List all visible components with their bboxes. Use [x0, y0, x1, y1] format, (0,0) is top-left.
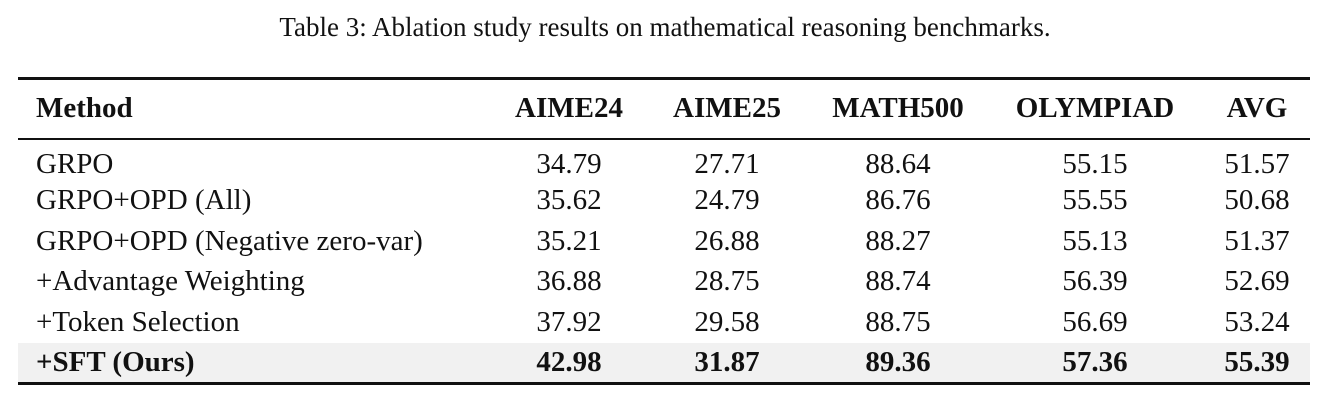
method-cell: GRPO+OPD (All): [36, 184, 252, 217]
table-row-highlighted: +SFT (Ours) 42.98 31.87 89.36 57.36 55.3…: [18, 342, 1310, 385]
table-row: GRPO+OPD (All) 35.62 24.79 86.76 55.55 5…: [18, 181, 1310, 222]
olympiad-cell: 56.69: [1062, 305, 1128, 338]
table-caption: Table 3: Ablation study results on mathe…: [279, 12, 1051, 42]
aime24-cell: 42.98: [494, 342, 644, 385]
olympiad-cell: 55.13: [1062, 224, 1128, 257]
column-header-method: Method: [36, 92, 133, 125]
aime24-cell: 35.21: [536, 224, 602, 257]
olympiad-cell: 55.55: [1062, 184, 1128, 217]
math500-cell: 86.76: [865, 184, 931, 217]
math500-cell: 88.75: [865, 305, 931, 338]
olympiad-cell: 57.36: [986, 342, 1204, 385]
table-row: GRPO 34.79 27.71 88.64 55.15 51.57: [18, 139, 1310, 181]
math500-cell: 88.74: [865, 265, 931, 298]
avg-cell: 55.39: [1204, 342, 1310, 385]
avg-cell: 53.24: [1224, 305, 1290, 338]
table-row: GRPO+OPD (Negative zero-var) 35.21 26.88…: [18, 221, 1310, 262]
math500-cell: 88.27: [865, 224, 931, 257]
aime24-cell: 34.79: [536, 147, 602, 180]
aime24-cell: 35.62: [536, 184, 602, 217]
aime24-cell: 37.92: [536, 305, 602, 338]
column-header-math500: MATH500: [832, 92, 964, 125]
olympiad-cell: 56.39: [1062, 265, 1128, 298]
aime25-cell: 26.88: [694, 224, 760, 257]
aime25-cell: 31.87: [644, 342, 810, 385]
column-header-olympiad: OLYMPIAD: [1015, 92, 1175, 125]
aime24-cell: 36.88: [536, 265, 602, 298]
table-row: +Token Selection 37.92 29.58 88.75 56.69…: [18, 302, 1310, 343]
table-row: +Advantage Weighting 36.88 28.75 88.74 5…: [18, 262, 1310, 303]
aime25-cell: 28.75: [694, 265, 760, 298]
column-header-aime25: AIME25: [673, 92, 781, 125]
column-header-aime24: AIME24: [515, 92, 623, 125]
method-cell: +SFT (Ours): [18, 342, 494, 385]
avg-cell: 51.37: [1224, 224, 1290, 257]
method-cell: GRPO+OPD (Negative zero-var): [36, 224, 423, 257]
olympiad-cell: 55.15: [1062, 147, 1128, 180]
avg-cell: 50.68: [1224, 184, 1290, 217]
aime25-cell: 29.58: [694, 305, 760, 338]
header-row: Method AIME24 AIME25 MATH500 OLYMPIAD AV…: [18, 78, 1310, 139]
math500-cell: 89.36: [810, 342, 986, 385]
avg-cell: 52.69: [1224, 265, 1290, 298]
method-cell: GRPO: [36, 147, 114, 180]
math500-cell: 88.64: [865, 147, 931, 180]
column-header-avg: AVG: [1226, 92, 1288, 125]
aime25-cell: 24.79: [694, 184, 760, 217]
aime25-cell: 27.71: [694, 147, 760, 180]
method-cell: +Token Selection: [36, 305, 240, 338]
ablation-table-container: Method AIME24 AIME25 MATH500 OLYMPIAD AV…: [18, 77, 1310, 385]
method-cell: +Advantage Weighting: [36, 265, 305, 298]
ablation-table: Method AIME24 AIME25 MATH500 OLYMPIAD AV…: [18, 77, 1310, 385]
avg-cell: 51.57: [1224, 147, 1290, 180]
